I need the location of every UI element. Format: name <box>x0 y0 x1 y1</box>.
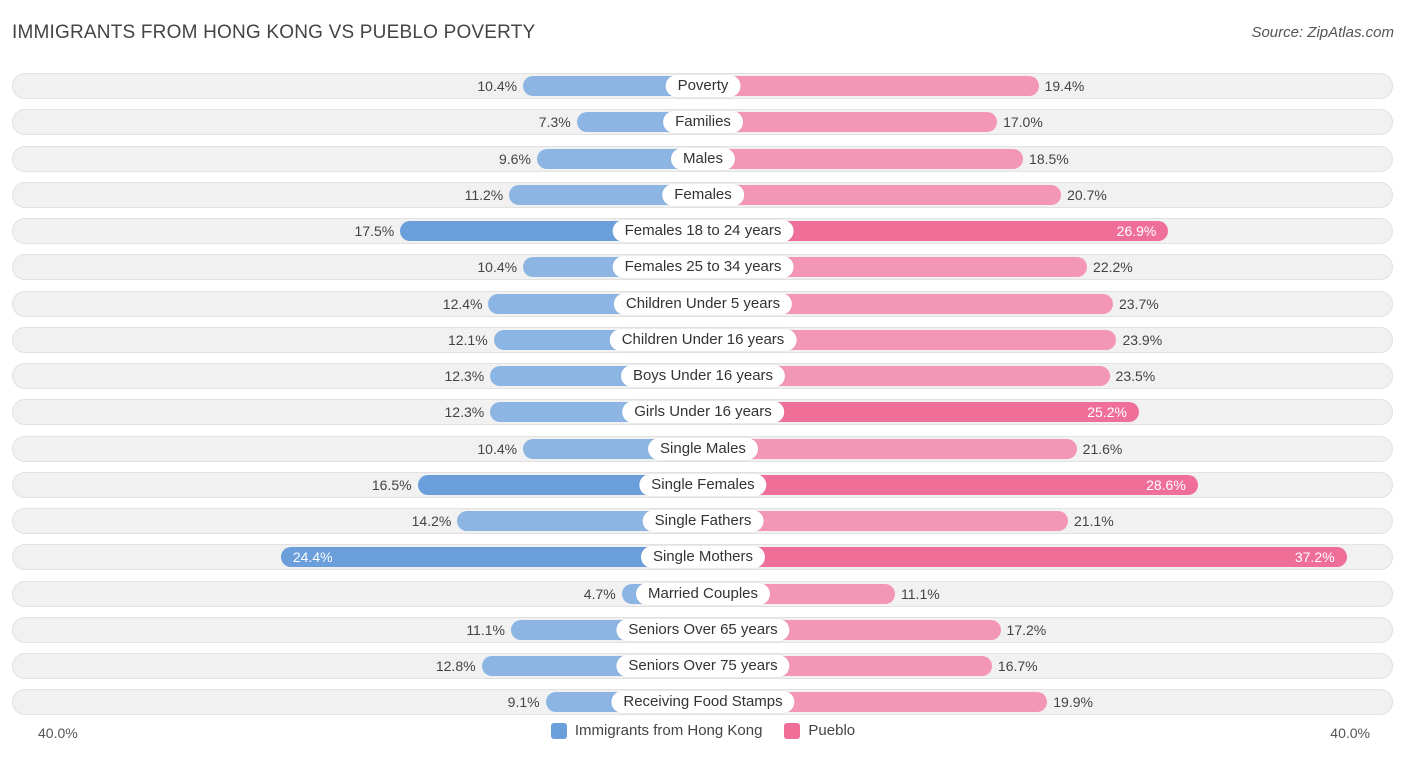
category-label: Females 18 to 24 years <box>612 220 794 242</box>
category-label: Girls Under 16 years <box>622 401 784 424</box>
value-label-hong-kong: 11.2% <box>464 186 504 203</box>
value-label-hong-kong: 12.3% <box>444 368 485 384</box>
bar-pueblo[interactable] <box>703 474 1198 495</box>
legend-swatch-pueblo <box>784 722 801 739</box>
value-label-hong-kong: 4.7% <box>583 585 616 602</box>
value-label-pueblo: 22.2% <box>1093 259 1133 276</box>
category-label: Children Under 5 years <box>613 292 793 315</box>
bar-pueblo[interactable] <box>703 366 1110 386</box>
value-label-hong-kong: 24.4% <box>292 549 333 566</box>
value-label-pueblo: 11.1% <box>901 585 940 602</box>
value-label-hong-kong: 12.4% <box>442 295 483 312</box>
value-label-hong-kong: 17.5% <box>354 223 395 239</box>
category-label: Females <box>662 183 744 206</box>
legend-label-pueblo: Pueblo <box>808 722 856 739</box>
bar-hong-kong[interactable] <box>536 148 703 169</box>
category-label: Single Fathers <box>642 510 764 532</box>
value-label-pueblo: 28.6% <box>1146 476 1186 493</box>
legend-item-hong-kong[interactable]: Immigrants from Hong Kong <box>550 722 763 739</box>
category-label: Married Couples <box>635 582 771 605</box>
value-label-hong-kong: 7.3% <box>538 114 571 131</box>
bar-pueblo[interactable] <box>703 148 1024 169</box>
bar-pueblo[interactable] <box>703 257 1088 278</box>
value-label-pueblo: 23.5% <box>1115 368 1156 384</box>
legend: Immigrants from Hong Kong Pueblo <box>0 722 1406 739</box>
bar-hong-kong[interactable] <box>523 76 703 96</box>
bar-pueblo[interactable] <box>703 184 1062 205</box>
bar-hong-kong[interactable] <box>280 547 703 568</box>
category-label: Single Mothers <box>640 546 766 569</box>
value-label-hong-kong: 12.1% <box>447 331 488 348</box>
axis-right-label: 40.0% <box>1330 725 1370 741</box>
legend-item-pueblo[interactable]: Pueblo <box>784 722 855 739</box>
value-label-pueblo: 23.9% <box>1122 331 1163 348</box>
value-label-hong-kong: 16.5% <box>371 476 412 493</box>
category-label: Seniors Over 75 years <box>616 655 790 677</box>
value-label-hong-kong: 12.3% <box>444 404 485 421</box>
category-label: Females 25 to 34 years <box>612 256 794 279</box>
value-label-pueblo: 23.7% <box>1119 295 1159 312</box>
value-label-pueblo: 18.5% <box>1029 150 1069 167</box>
value-label-pueblo: 25.2% <box>1087 404 1127 421</box>
value-label-pueblo: 20.7% <box>1067 186 1107 203</box>
value-label-pueblo: 21.6% <box>1082 440 1123 457</box>
bar-pueblo[interactable] <box>703 402 1139 423</box>
chart-title: IMMIGRANTS FROM HONG KONG VS PUEBLO POVE… <box>12 22 536 43</box>
bar-pueblo[interactable] <box>703 329 1117 350</box>
bar-hong-kong[interactable] <box>509 184 703 205</box>
bar-hong-kong[interactable] <box>417 474 703 495</box>
bar-pueblo[interactable] <box>703 112 998 133</box>
legend-label-hong-kong: Immigrants from Hong Kong <box>574 722 763 739</box>
axis-left-label: 40.0% <box>38 725 78 741</box>
legend-swatch-hong-kong <box>550 722 567 739</box>
value-label-hong-kong: 10.4% <box>477 78 518 94</box>
value-label-pueblo: 26.9% <box>1116 223 1157 239</box>
category-label: Boys Under 16 years <box>620 365 786 387</box>
value-label-hong-kong: 10.4% <box>477 259 518 276</box>
category-label: Poverty <box>665 75 741 97</box>
bar-hong-kong[interactable] <box>457 511 703 531</box>
value-label-hong-kong: 14.2% <box>411 513 452 529</box>
category-label: Seniors Over 65 years <box>616 618 790 641</box>
value-label-pueblo: 21.1% <box>1074 513 1114 529</box>
bar-pueblo[interactable] <box>703 76 1039 96</box>
value-label-pueblo: 19.4% <box>1044 78 1085 94</box>
bar-pueblo[interactable] <box>703 438 1077 459</box>
category-label: Children Under 16 years <box>609 328 797 351</box>
category-label: Single Males <box>648 437 758 460</box>
bar-pueblo[interactable] <box>703 221 1169 241</box>
category-label: Single Females <box>639 473 767 496</box>
value-label-pueblo: 37.2% <box>1294 549 1335 566</box>
category-label: Families <box>663 111 743 134</box>
category-label: Receiving Food Stamps <box>611 691 795 714</box>
value-label-hong-kong: 10.4% <box>477 440 518 457</box>
value-label-hong-kong: 12.8% <box>435 658 476 674</box>
value-label-hong-kong: 9.6% <box>499 150 531 167</box>
value-label-pueblo: 19.9% <box>1053 694 1093 711</box>
bar-pueblo[interactable] <box>703 293 1113 314</box>
category-label: Males <box>670 147 736 170</box>
value-label-hong-kong: 11.1% <box>466 621 505 638</box>
bar-pueblo[interactable] <box>703 511 1069 531</box>
value-label-pueblo: 17.2% <box>1006 621 1047 638</box>
value-label-pueblo: 16.7% <box>997 658 1038 674</box>
source-note: Source: ZipAtlas.com <box>1251 24 1394 41</box>
value-label-hong-kong: 9.1% <box>507 694 540 711</box>
value-label-pueblo: 17.0% <box>1003 114 1043 131</box>
bar-pueblo[interactable] <box>703 547 1347 568</box>
